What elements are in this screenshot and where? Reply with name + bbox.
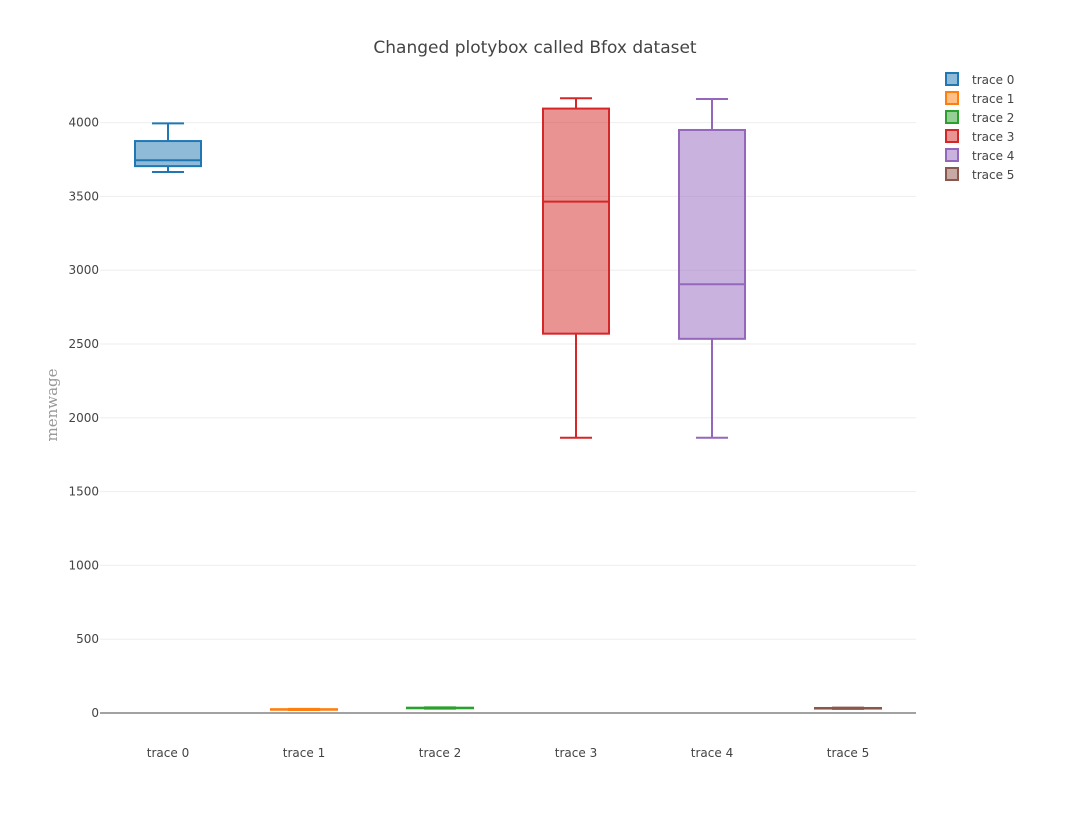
box-body <box>542 107 610 335</box>
y-tick-label: 500 <box>76 632 99 646</box>
legend-label: trace 0 <box>972 73 1014 87</box>
legend-label: trace 2 <box>972 111 1014 125</box>
y-tick-label: 4000 <box>68 116 99 130</box>
y-tick-label: 1000 <box>68 558 99 572</box>
y-axis-label: menwage <box>43 368 61 441</box>
legend-swatch <box>945 148 959 162</box>
legend-item[interactable]: trace 2 <box>945 110 1014 125</box>
y-tick-label: 3500 <box>68 189 99 203</box>
y-tick-label: 0 <box>91 706 99 720</box>
legend-item[interactable]: trace 5 <box>945 167 1014 182</box>
box-trace[interactable] <box>406 706 474 710</box>
chart-title: Changed plotybox called Bfox dataset <box>373 38 697 58</box>
box-body <box>678 128 746 340</box>
legend-label: trace 3 <box>972 130 1014 144</box>
legend-label: trace 5 <box>972 168 1014 182</box>
y-tick-labels: 0 500 1000 1500 2000 2500 3000 3500 4000 <box>68 116 99 720</box>
grid-layer <box>100 122 916 714</box>
box-trace[interactable] <box>270 707 338 712</box>
x-tick-labels: trace 0 trace 1 trace 2 trace 3 trace 4 trace… <box>147 746 869 760</box>
legend-swatch <box>945 129 959 143</box>
legend-item[interactable]: trace 3 <box>945 129 1014 144</box>
legend-swatch <box>945 110 959 124</box>
legend-label: trace 4 <box>972 149 1014 163</box>
x-tick-label: trace 0 <box>147 746 189 760</box>
box-trace[interactable] <box>678 97 746 439</box>
box-body <box>134 140 202 168</box>
box-trace[interactable] <box>814 706 882 710</box>
x-tick-label: trace 1 <box>283 746 325 760</box>
x-tick-label: trace 5 <box>827 746 869 760</box>
x-tick-label: trace 3 <box>555 746 597 760</box>
legend-item[interactable]: trace 1 <box>945 91 1014 106</box>
legend-item[interactable]: trace 4 <box>945 148 1014 163</box>
legend-swatch <box>945 72 959 86</box>
box-trace[interactable] <box>134 122 202 174</box>
y-tick-label: 2500 <box>68 337 99 351</box>
y-tick-label: 1500 <box>68 485 99 499</box>
box-traces <box>134 97 882 712</box>
legend-item[interactable]: trace 0 <box>945 72 1014 87</box>
legend-label: trace 1 <box>972 92 1014 106</box>
x-tick-label: trace 4 <box>691 746 733 760</box>
legend[interactable]: trace 0 trace 1 trace 2 trace 3 trace 4 trace… <box>945 72 1014 182</box>
legend-swatch <box>945 91 959 105</box>
box-trace[interactable] <box>542 97 610 439</box>
y-tick-label: 2000 <box>68 411 99 425</box>
x-tick-label: trace 2 <box>419 746 461 760</box>
y-tick-label: 3000 <box>68 263 99 277</box>
legend-swatch <box>945 167 959 181</box>
